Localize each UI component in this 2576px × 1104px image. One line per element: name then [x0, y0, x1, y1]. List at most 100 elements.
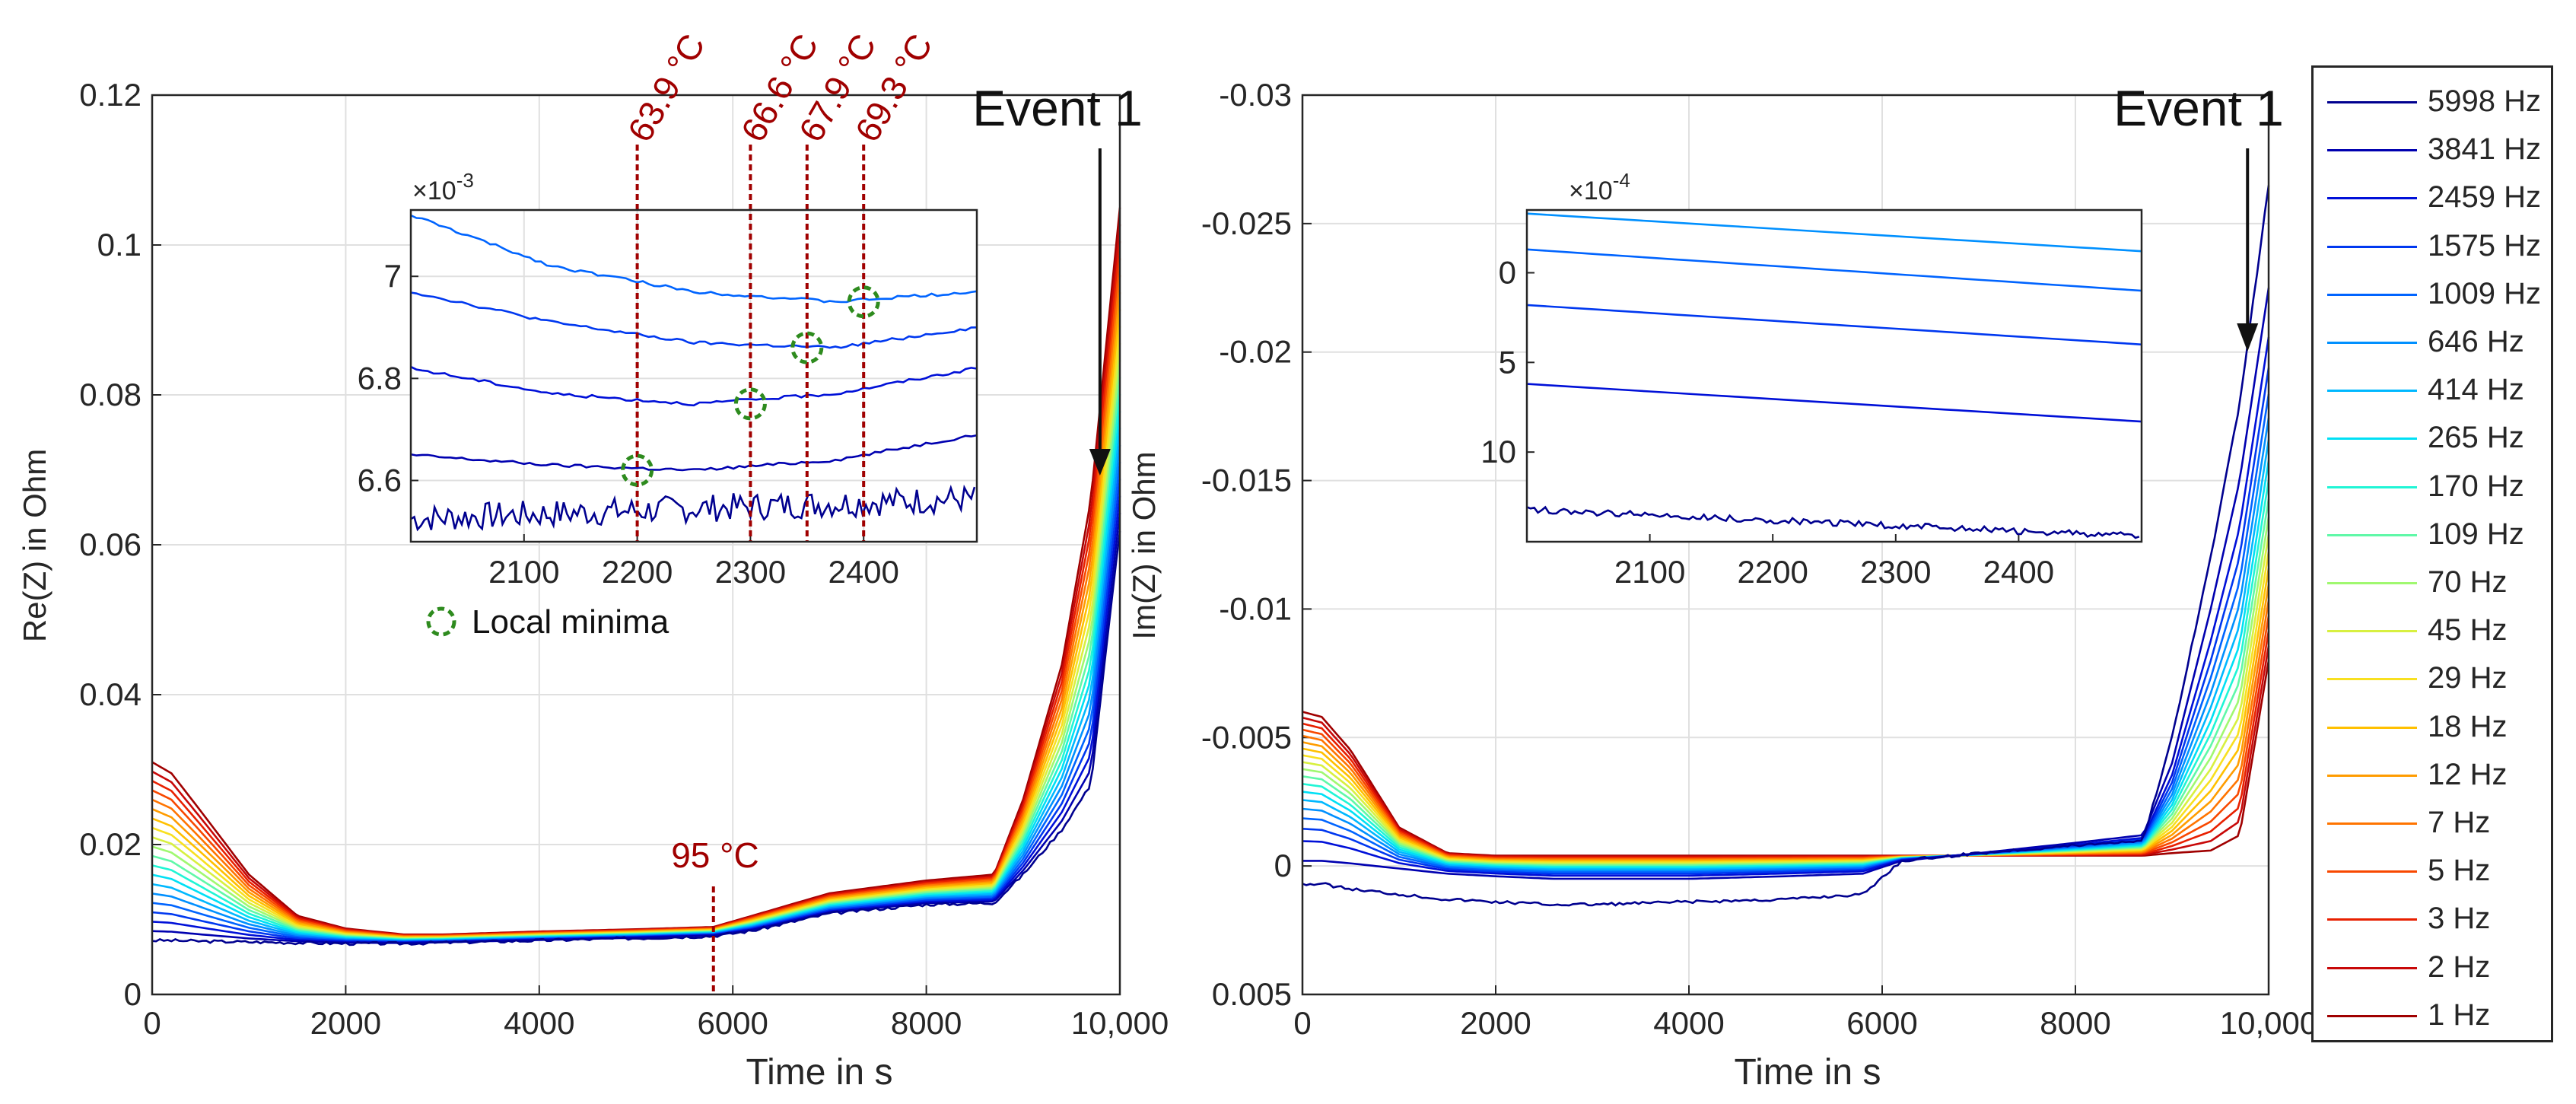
- right-x-axis-label: Time in s: [1735, 1052, 1881, 1093]
- legend-item: 18 Hz: [2314, 704, 2551, 752]
- legend-item: 7 Hz: [2314, 800, 2551, 848]
- legend-item: 5998 Hz: [2314, 78, 2551, 126]
- legend-line-swatch: [2327, 726, 2417, 729]
- legend-line-swatch: [2327, 870, 2417, 873]
- right-inset-y-tick-label: 5: [1499, 344, 1516, 380]
- right-y-tick-label: -0.005: [1201, 719, 1292, 755]
- legend-item: 1 Hz: [2314, 992, 2551, 1040]
- legend-item: 12 Hz: [2314, 752, 2551, 800]
- legend-item: 170 Hz: [2314, 463, 2551, 511]
- legend-item: 29 Hz: [2314, 655, 2551, 703]
- left-x-axis-label: Time in s: [746, 1052, 893, 1093]
- minima-legend-label: Local minima: [472, 603, 669, 641]
- legend-label: 1575 Hz: [2428, 228, 2541, 262]
- right-series-line-646-Hz: [1302, 417, 2270, 872]
- legend-item: 2 Hz: [2314, 944, 2551, 992]
- left-y-tick-label: 0.06: [79, 527, 142, 562]
- legend-line-swatch: [2327, 678, 2417, 681]
- left-x-tick-label: 8000: [891, 1005, 962, 1041]
- right-series-line-2459-Hz: [1302, 336, 2270, 877]
- right-inset-series-line: [1526, 212, 2142, 253]
- legend-label: 18 Hz: [2428, 709, 2508, 743]
- left-x-tick-label: 6000: [697, 1005, 768, 1041]
- left-inset-x-tick-label: 2400: [828, 554, 898, 590]
- right-axes-frame: [1301, 94, 2270, 996]
- right-y-tick-label: 0.005: [1212, 976, 1292, 1012]
- legend-item: 2459 Hz: [2314, 174, 2551, 222]
- legend-line-swatch: [2327, 630, 2417, 633]
- right-inset-frame: [1525, 208, 2143, 543]
- legend-item: 414 Hz: [2314, 367, 2551, 415]
- right-inset-y-tick-label: 0: [1499, 254, 1516, 290]
- right-event-arrowhead: [2237, 323, 2259, 352]
- legend-item: 3841 Hz: [2314, 126, 2551, 174]
- legend-item: 646 Hz: [2314, 319, 2551, 367]
- right-inset-exponent-power: -4: [1613, 169, 1630, 192]
- legend-item: 1575 Hz: [2314, 223, 2551, 271]
- legend-item: 1009 Hz: [2314, 271, 2551, 319]
- left-x-tick-label: 4000: [504, 1005, 574, 1041]
- legend-line-swatch: [2327, 342, 2417, 344]
- legend-item: 45 Hz: [2314, 607, 2551, 655]
- local-minimum-marker: [621, 453, 654, 487]
- legend-label: 29 Hz: [2428, 661, 2508, 695]
- right-inset-series-line: [1526, 304, 2142, 346]
- right-inset-series-line: [1526, 505, 2140, 539]
- right-y-tick-label: -0.025: [1201, 205, 1292, 241]
- legend-label: 5998 Hz: [2428, 84, 2541, 118]
- legend-label: 3 Hz: [2428, 902, 2491, 936]
- frequency-legend: 5998 Hz 3841 Hz 2459 Hz 1575 Hz 1009 Hz 646 H…: [2311, 65, 2553, 1042]
- right-y-tick-label: -0.01: [1219, 590, 1292, 626]
- legend-line-swatch: [2327, 485, 2417, 488]
- legend-line-swatch: [2327, 582, 2417, 584]
- local-minimum-marker: [847, 285, 880, 319]
- legend-label: 646 Hz: [2428, 325, 2524, 358]
- legend-label: 5 Hz: [2428, 854, 2491, 888]
- right-y-axis-label: Im(Z) in Ohm: [1126, 451, 1162, 639]
- left-y-tick-label: 0.02: [79, 826, 142, 862]
- right-x-tick-label: 10,000: [2220, 1005, 2317, 1041]
- left-y-tick-label: 0.1: [97, 227, 142, 262]
- left-inset-x-tick-label: 2300: [715, 554, 786, 590]
- left-inset-x-tick-label: 2100: [488, 554, 559, 590]
- right-inset-x-tick-label: 2200: [1737, 554, 1808, 590]
- right-x-tick-label: 0: [1293, 1005, 1311, 1041]
- legend-line-swatch: [2327, 774, 2417, 777]
- left-inset-series-line: [410, 214, 978, 304]
- legend-line-swatch: [2327, 293, 2417, 296]
- left-inset-x-tick-label: 2200: [602, 554, 673, 590]
- right-inset-exponent-base: ×10: [1569, 177, 1613, 205]
- right-inset-exponent: ×10-4: [1569, 169, 1630, 205]
- right-x-tick-label: 8000: [2040, 1005, 2110, 1041]
- legend-item: 5 Hz: [2314, 848, 2551, 896]
- left-inset-series-line: [410, 291, 978, 349]
- legend-label: 2 Hz: [2428, 950, 2491, 984]
- left-y-tick-label: 0.12: [79, 77, 142, 113]
- right-x-tick-label: 4000: [1653, 1005, 1724, 1041]
- left-inset-y-tick-label: 6.6: [358, 463, 402, 498]
- right-series-line-414-Hz: [1302, 439, 2270, 870]
- legend-line-swatch: [2327, 533, 2417, 536]
- legend-line-swatch: [2327, 966, 2417, 969]
- left-inset-y-tick-label: 6.8: [358, 360, 402, 396]
- left-x-tick-label: 0: [143, 1005, 161, 1041]
- left-inset-series-line: [410, 365, 978, 407]
- right-inset-x-tick-label: 2300: [1860, 554, 1931, 590]
- temp-95-label: 95 °C: [671, 835, 759, 875]
- legend-line-swatch: [2327, 918, 2417, 921]
- legend-item: 3 Hz: [2314, 896, 2551, 943]
- legend-label: 7 Hz: [2428, 806, 2491, 839]
- legend-label: 265 Hz: [2428, 421, 2524, 455]
- right-y-tick-label: -0.015: [1201, 463, 1292, 498]
- left-x-tick-label: 2000: [310, 1005, 381, 1041]
- local-minimum-marker: [790, 331, 824, 364]
- right-y-tick-label: -0.02: [1219, 334, 1292, 370]
- legend-label: 12 Hz: [2428, 757, 2508, 791]
- left-inset-exponent-power: -3: [456, 169, 474, 192]
- local-minimum-marker: [733, 387, 767, 421]
- right-x-tick-label: 2000: [1460, 1005, 1531, 1041]
- legend-line-swatch: [2327, 1014, 2417, 1017]
- right-inset-series-line: [1526, 383, 2142, 423]
- right-inset-series-line: [1526, 248, 2142, 292]
- legend-label: 70 Hz: [2428, 565, 2508, 599]
